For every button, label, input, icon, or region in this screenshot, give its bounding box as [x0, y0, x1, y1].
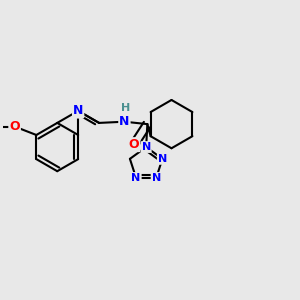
Text: N: N — [73, 104, 83, 117]
Text: O: O — [9, 120, 20, 133]
Text: N: N — [119, 115, 130, 128]
Text: O: O — [129, 138, 140, 151]
Text: N: N — [131, 173, 141, 183]
Text: H: H — [121, 103, 130, 113]
Text: S: S — [74, 104, 83, 117]
Text: N: N — [158, 154, 167, 164]
Text: N: N — [152, 173, 161, 183]
Text: N: N — [142, 142, 151, 152]
